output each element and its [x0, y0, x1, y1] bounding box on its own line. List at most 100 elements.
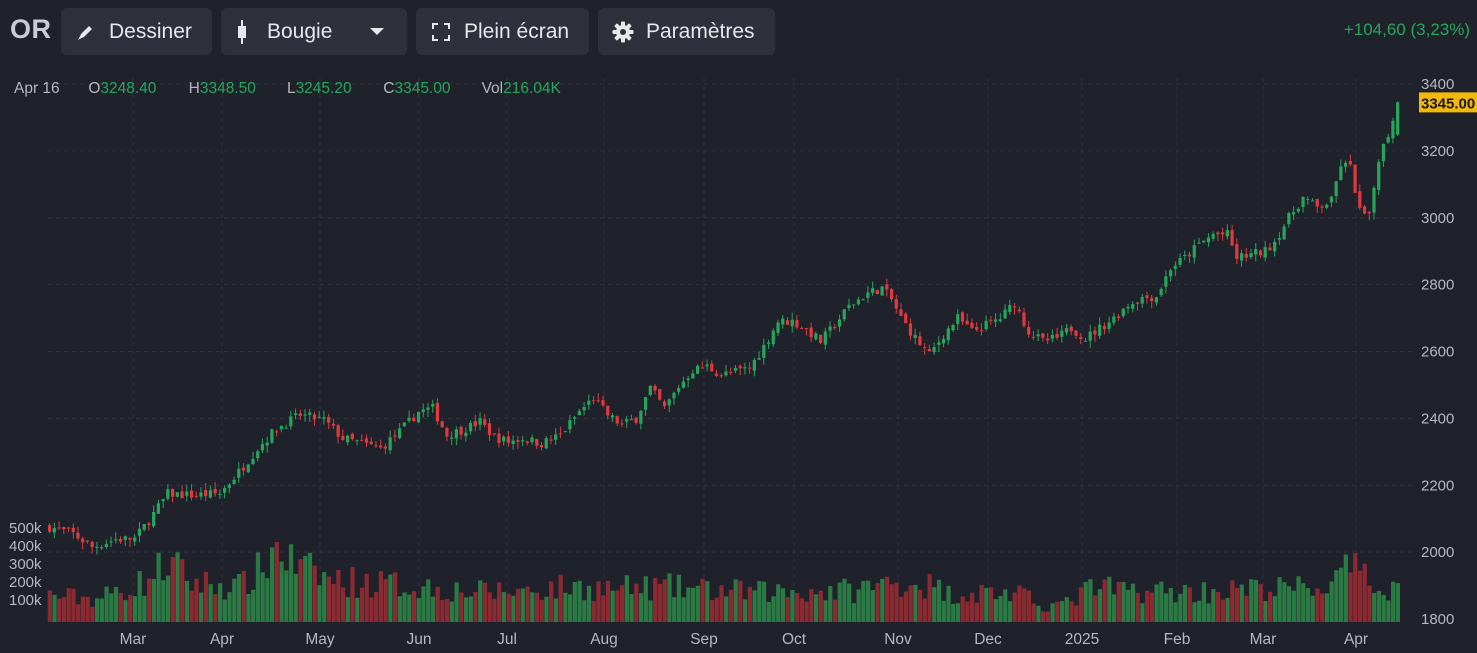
chart-type-label: Bougie	[267, 19, 333, 43]
volume-bar	[208, 584, 213, 622]
candle-body	[1192, 245, 1196, 258]
volume-bar	[743, 599, 748, 622]
volume-bar	[657, 583, 663, 622]
volume-bar	[894, 582, 899, 622]
candle-body	[800, 327, 804, 329]
candle-body	[511, 440, 515, 445]
volume-bar	[1343, 554, 1348, 622]
volume-bar	[340, 587, 346, 622]
volume-bar	[1234, 588, 1240, 622]
volume-bar	[1017, 585, 1022, 622]
volume-bar	[643, 576, 648, 622]
chart-type-dropdown[interactable]: Bougie	[221, 8, 407, 55]
volume-bar	[180, 559, 185, 622]
volume-bar	[998, 595, 1003, 622]
candle-body	[1107, 322, 1111, 329]
candle-body	[1244, 253, 1248, 258]
time-tick-label: 2025	[1065, 631, 1099, 648]
volume-bar	[416, 598, 421, 622]
volume-bar	[591, 601, 596, 622]
candle-body	[1282, 226, 1286, 240]
candle-body	[823, 331, 827, 345]
candle-body	[1012, 306, 1017, 308]
volume-bar	[1391, 581, 1396, 622]
volume-bar	[1055, 601, 1060, 622]
volume-bar	[80, 596, 86, 622]
candle-body	[156, 503, 160, 514]
candle-body	[525, 441, 529, 443]
candle-body	[152, 511, 156, 527]
volume-tick-label: 300k	[9, 556, 42, 573]
candle-body	[398, 428, 402, 439]
volume-bar	[331, 583, 336, 622]
draw-button[interactable]: Dessiner	[61, 8, 212, 55]
volume-bar	[184, 580, 190, 622]
volume-bar	[695, 585, 700, 622]
candle-body	[327, 417, 331, 423]
volume-bar	[804, 601, 809, 622]
volume-bar	[1206, 603, 1211, 622]
time-tick-label: Oct	[782, 631, 807, 648]
candle-body	[658, 389, 662, 400]
volume-bar	[974, 602, 980, 622]
volume-tick-label: 100k	[9, 592, 42, 609]
candle-body	[464, 432, 468, 437]
volume-bar	[170, 556, 175, 622]
candle-body	[771, 330, 775, 345]
volume-bar	[851, 603, 857, 622]
volume-bar	[1003, 589, 1008, 622]
volume-bar	[520, 588, 525, 622]
volume-bar	[1187, 587, 1192, 622]
candle-body	[246, 464, 250, 473]
candle-body	[1230, 229, 1234, 246]
candle-body	[965, 320, 969, 325]
candle-body	[454, 429, 458, 439]
volume-bar	[1357, 570, 1363, 622]
open-key: O	[88, 80, 101, 97]
settings-button[interactable]: Paramètres	[598, 8, 775, 55]
candle-body	[1074, 330, 1078, 336]
candle-body	[48, 525, 52, 532]
candle-body	[923, 347, 927, 349]
volume-bar	[903, 591, 909, 622]
fullscreen-button[interactable]: Plein écran	[416, 8, 589, 55]
volume-bar	[913, 584, 918, 622]
candle-body	[837, 319, 842, 327]
volume-bar	[270, 547, 275, 622]
candle-body	[1277, 237, 1281, 240]
candle-body	[833, 326, 837, 329]
volume-bar	[884, 576, 890, 622]
volume-bar	[1291, 590, 1296, 622]
volume-bar	[955, 603, 961, 622]
volume-bar	[1007, 601, 1013, 622]
volume-bar	[1225, 598, 1230, 622]
volume-bar	[482, 582, 488, 622]
volume-bar	[1154, 584, 1159, 622]
volume-bar	[440, 599, 445, 622]
candle-body	[871, 288, 875, 293]
volume-bar	[161, 580, 166, 622]
candle-body	[284, 427, 288, 429]
candle-body	[913, 334, 917, 338]
volume-bar	[1102, 579, 1107, 622]
candle-body	[615, 416, 619, 424]
fullscreen-icon	[430, 21, 452, 43]
volume-bar	[653, 577, 658, 622]
volume-bar	[875, 583, 880, 622]
candle-body	[90, 541, 94, 548]
candle-body	[369, 441, 373, 445]
candle-body	[213, 488, 217, 494]
volume-bar	[1263, 601, 1268, 622]
candle-body	[185, 491, 189, 496]
volume-bar	[1277, 577, 1282, 622]
candle-body	[118, 538, 123, 542]
volume-bar	[336, 569, 341, 622]
volume-bar	[497, 582, 502, 622]
volume-bar	[128, 594, 133, 622]
volume-bar	[1116, 581, 1121, 622]
candle-body	[81, 538, 85, 543]
candle-body	[521, 440, 525, 442]
chevron-down-icon	[370, 28, 385, 35]
candle-body	[554, 434, 558, 440]
